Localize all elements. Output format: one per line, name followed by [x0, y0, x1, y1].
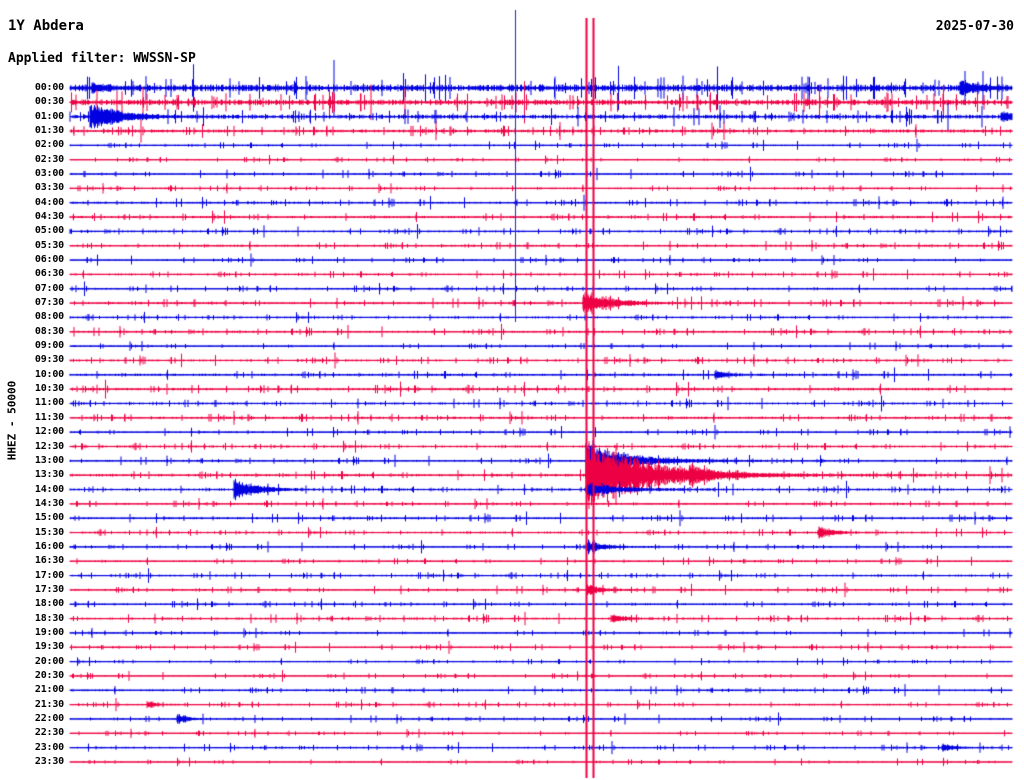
helicorder-canvas[interactable] [0, 0, 1024, 780]
helicorder-page: 1Y Abdera 2025-07-30 Applied filter: WWS… [0, 0, 1024, 780]
